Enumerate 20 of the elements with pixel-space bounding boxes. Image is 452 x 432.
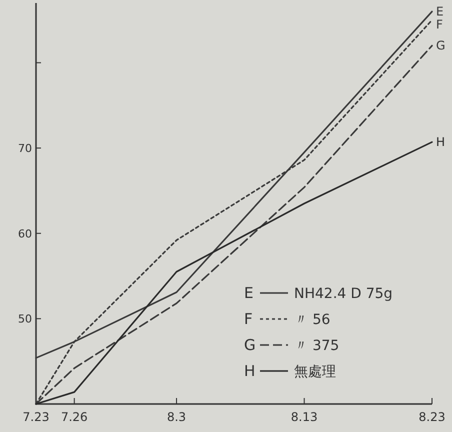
text: H — [436, 135, 446, 150]
text: E — [436, 4, 444, 19]
legend-label: F — [244, 310, 253, 328]
x-tick-label: 7.23 — [22, 410, 50, 424]
y-tick-label: 60 — [18, 227, 32, 240]
annotation: 〃 375 — [294, 338, 340, 354]
annotation: 無處理 — [294, 364, 336, 380]
x-tick-label: 8.13 — [290, 410, 318, 424]
text: F — [436, 18, 443, 32]
x-tick-label: 8.3 — [166, 410, 186, 424]
text: G — [436, 38, 446, 53]
x-tick-label: 7.26 — [60, 410, 88, 424]
y-tick-label: 70 — [18, 142, 32, 156]
legend-label: H — [244, 362, 256, 380]
annotation: 〃 56 — [294, 312, 330, 328]
legend-label: E — [244, 284, 254, 302]
legend-label: G — [244, 336, 256, 354]
annotation: NH42.4 D 75g — [294, 286, 393, 302]
y-tick-label: 50 — [18, 312, 32, 326]
x-tick-label: 8.23 — [418, 410, 446, 424]
